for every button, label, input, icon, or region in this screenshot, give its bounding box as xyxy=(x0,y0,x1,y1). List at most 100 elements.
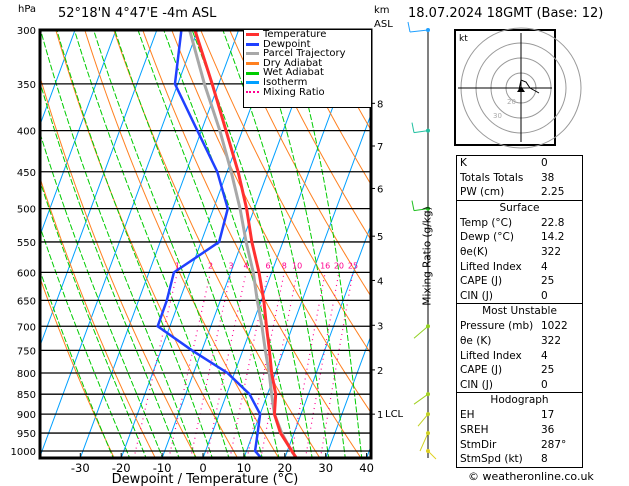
pressure-tick-label: 400 xyxy=(17,127,36,138)
index-value: 22.8 xyxy=(541,216,565,229)
index-row: CAPE (J) 25 xyxy=(460,274,579,289)
x-tick-label: -30 xyxy=(71,461,90,475)
legend-item: Parcel Trajectory xyxy=(244,49,371,59)
pressure-tick-label: 800 xyxy=(17,369,36,380)
index-value: 0 xyxy=(541,378,548,391)
legend-swatch xyxy=(246,81,259,85)
wet-adiabat xyxy=(40,269,114,458)
index-value: 322 xyxy=(541,245,562,258)
index-row: StmDir 287° xyxy=(460,438,579,453)
legend-swatch xyxy=(246,62,259,66)
mixing-ratio-line xyxy=(304,272,340,458)
hodograph-unit: kt xyxy=(459,34,468,44)
legend-swatch xyxy=(246,71,259,75)
wet-adiabat xyxy=(191,30,313,458)
index-label: PW (cm) xyxy=(460,186,505,199)
index-value: 2.25 xyxy=(541,186,565,199)
km-tick-label: 4 xyxy=(377,276,383,287)
section-title: Most Unstable xyxy=(482,305,557,318)
wind-barb xyxy=(417,413,429,427)
index-row: Lifted Index 4 xyxy=(460,349,579,364)
wind-barb xyxy=(413,208,429,212)
index-value: 322 xyxy=(541,334,562,347)
index-value: 4 xyxy=(541,349,548,362)
mixing-ratio-label: 3 xyxy=(228,261,233,270)
km-tick-label: 5 xyxy=(377,232,383,243)
index-value: 287° xyxy=(541,438,567,451)
wet-adiabat xyxy=(222,30,330,458)
x-tick-label: -20 xyxy=(112,461,131,475)
wet-adiabat xyxy=(40,80,180,458)
index-label: θe (K) xyxy=(460,334,492,347)
mixing-ratio-axis-label: Mixing Ratio (g/kg) xyxy=(421,206,434,306)
wind-barb-dot xyxy=(426,324,430,329)
hodograph-ring-label: 30 xyxy=(493,112,502,120)
km-tick-label: 1 xyxy=(377,410,383,421)
wet-adiabat xyxy=(40,30,197,458)
wind-barb-flag xyxy=(411,200,415,211)
wind-barb xyxy=(413,130,429,134)
isotherm xyxy=(243,113,371,458)
index-row: CIN (J) 0 xyxy=(460,289,579,304)
km-tick-label: 6 xyxy=(377,184,383,195)
index-row: PW (cm) 2.25 xyxy=(460,185,579,200)
x-tick-label: 40 xyxy=(359,461,374,475)
isotherm xyxy=(284,223,371,458)
wind-barb-dot xyxy=(426,206,430,211)
index-label: Dewp (°C) xyxy=(460,231,514,244)
legend: Temperature Dewpoint Parcel Trajectory Dry … xyxy=(243,30,372,108)
dry-adiabat xyxy=(142,30,362,458)
dry-adiabat xyxy=(602,24,629,468)
index-value: 17 xyxy=(541,409,555,422)
index-row: θe (K) 322 xyxy=(460,334,579,349)
dry-adiabat xyxy=(40,75,198,458)
mixing-ratio-label: 4 xyxy=(244,261,249,270)
index-value: 1022 xyxy=(541,320,568,333)
index-label: Totals Totals xyxy=(460,171,524,184)
pressure-tick-label: 1000 xyxy=(11,447,36,458)
x-axis-label: Dewpoint / Temperature (°C) xyxy=(112,472,299,486)
wet-adiabat xyxy=(40,225,131,458)
isotherm xyxy=(40,30,158,348)
km-tick-label: 3 xyxy=(377,321,383,332)
x-tick-label: -10 xyxy=(153,461,172,475)
section-title: Hodograph xyxy=(490,394,549,407)
legend-label: Dry Adiabat xyxy=(263,57,323,69)
wind-barb-dot xyxy=(426,449,430,453)
x-tick-label: 30 xyxy=(318,461,333,475)
index-label: CAPE (J) xyxy=(460,275,503,288)
pressure-tick-label: 450 xyxy=(17,168,36,179)
storm-motion-marker xyxy=(517,86,525,92)
index-value: 38 xyxy=(541,171,555,184)
legend-swatch xyxy=(246,42,259,46)
index-row: θe(K) 322 xyxy=(460,245,579,260)
wind-barb-dot xyxy=(426,412,430,417)
index-row: CAPE (J) 25 xyxy=(460,363,579,378)
mixing-ratio-label: 16 xyxy=(320,261,330,270)
pressure-tick-label: 900 xyxy=(17,410,36,421)
indices-general: K 0 Totals Totals 38 PW (cm) 2.25 xyxy=(456,155,583,201)
legend-swatch xyxy=(246,91,259,94)
index-label: θe(K) xyxy=(460,245,488,258)
wind-barb-dot xyxy=(426,392,430,397)
km-label: km xyxy=(374,5,390,16)
legend-label: Parcel Trajectory xyxy=(263,48,346,60)
wind-barb xyxy=(413,325,429,339)
legend-item: Mixing Ratio xyxy=(244,87,371,98)
index-label: CIN (J) xyxy=(460,378,493,391)
wet-adiabat xyxy=(137,30,280,458)
isotherm xyxy=(40,30,199,458)
index-label: CAPE (J) xyxy=(460,364,503,377)
wind-barb-dot xyxy=(426,431,430,436)
legend-item: Dry Adiabat xyxy=(244,57,371,69)
index-value: 0 xyxy=(541,289,548,302)
pressure-tick-label: 550 xyxy=(17,238,36,249)
wet-adiabat xyxy=(287,30,363,458)
wet-adiabat xyxy=(73,30,230,458)
pressure-tick-label: 950 xyxy=(17,429,36,440)
km-tick-label: 7 xyxy=(377,142,383,153)
legend-item: Temperature xyxy=(244,30,371,40)
index-label: StmSpd (kt) xyxy=(460,453,523,466)
temperature-line xyxy=(193,30,298,458)
hodograph-ring-label: 20 xyxy=(507,98,516,106)
